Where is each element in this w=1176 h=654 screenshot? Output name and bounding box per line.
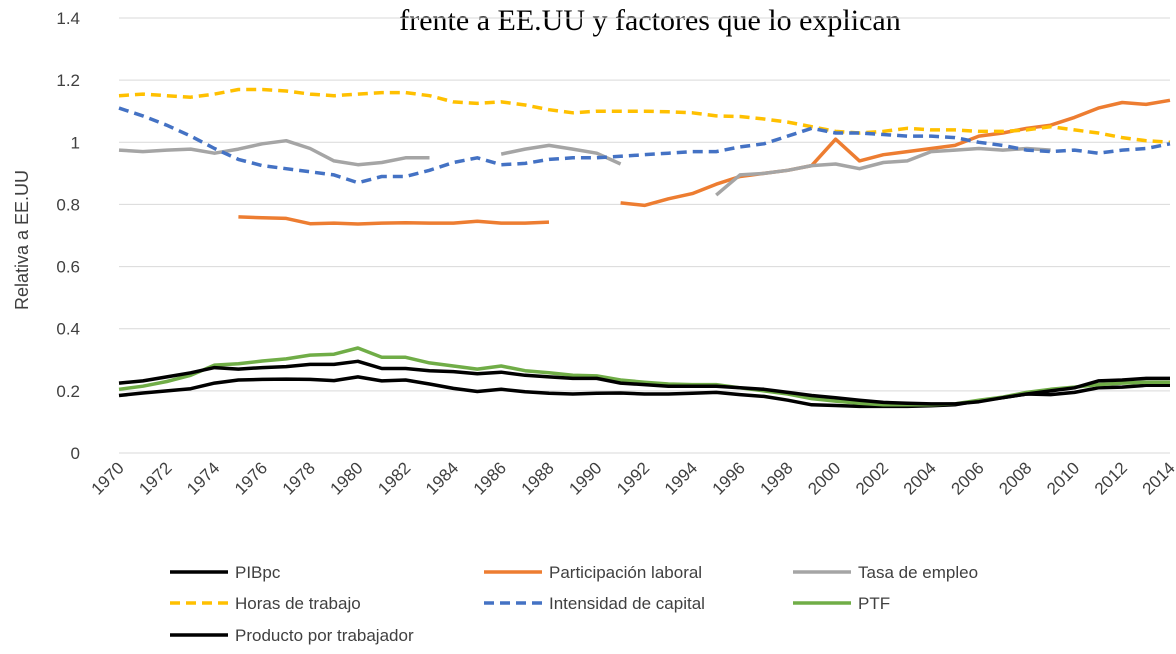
x-tick-label: 1990 (565, 458, 605, 498)
legend-label: Participación laboral (549, 563, 702, 582)
x-tick-label: 2008 (995, 458, 1035, 498)
x-tick-label: 1998 (756, 458, 796, 498)
legend-label: Producto por trabajador (235, 626, 414, 645)
series-line (118, 87, 1171, 145)
x-tick-label: 1988 (518, 458, 558, 498)
series-line (118, 106, 1171, 185)
x-tick-label: 2004 (900, 458, 940, 498)
x-tick-label: 2010 (1043, 458, 1083, 498)
series-line (118, 138, 1051, 197)
x-tick-label: 1974 (183, 458, 223, 498)
x-tick-label: 1996 (709, 458, 749, 498)
x-tick-label: 2006 (948, 458, 988, 498)
y-tick-label: 0 (71, 444, 80, 463)
y-tick-label: 0.4 (56, 320, 80, 339)
x-tick-label: 1976 (231, 458, 271, 498)
x-tick-label: 1994 (661, 458, 701, 498)
legend-label: PTF (858, 594, 890, 613)
x-tick-label: 1982 (374, 458, 414, 498)
y-tick-label: 1.2 (56, 71, 80, 90)
y-tick-label: 0.8 (56, 195, 80, 214)
y-tick-label: 1 (71, 133, 80, 152)
x-tick-label: 1980 (327, 458, 367, 498)
legend-label: Horas de trabajo (235, 594, 361, 613)
legend-label: Tasa de empleo (858, 563, 978, 582)
legend-label: Intensidad de capital (549, 594, 705, 613)
x-tick-label: 1992 (613, 458, 653, 498)
series-line (118, 359, 1170, 406)
x-tick-label: 1978 (279, 458, 319, 498)
x-tick-label: 1972 (135, 458, 175, 498)
chart-title: frente a EE.UU y factores que lo explica… (399, 4, 900, 37)
y-tick-label: 1.4 (56, 9, 80, 28)
y-axis-label: Relativa a EE.UU (12, 170, 32, 310)
legend-label: PIBpc (235, 563, 281, 582)
x-tick-label: 2014 (1139, 458, 1176, 498)
x-tick-label: 2002 (852, 458, 892, 498)
series-line (238, 98, 1171, 226)
x-tick-label: 2012 (1091, 458, 1131, 498)
y-tick-label: 0.6 (56, 258, 80, 277)
y-tick-label: 0.2 (56, 382, 80, 401)
x-tick-label: 1986 (470, 458, 510, 498)
x-tick-label: 1984 (422, 458, 462, 498)
x-tick-label: 1970 (88, 458, 128, 498)
x-tick-label: 2000 (804, 458, 844, 498)
